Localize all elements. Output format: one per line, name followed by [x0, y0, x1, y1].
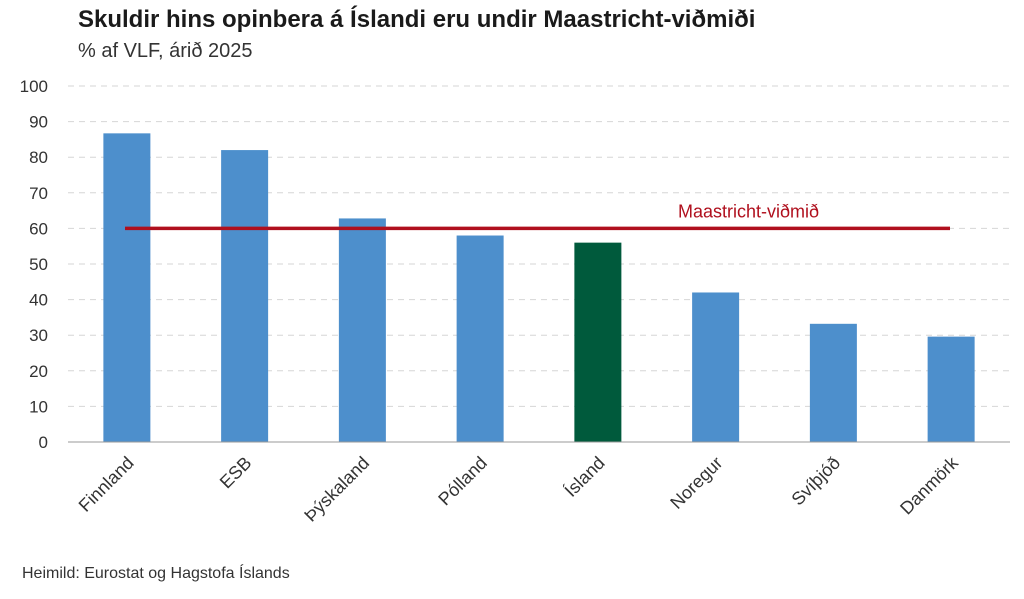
y-tick-label: 100	[20, 77, 48, 96]
bar	[692, 292, 740, 442]
reference-line-label: Maastricht-viðmið	[678, 201, 819, 221]
bar	[574, 242, 622, 442]
x-tick-label: Þýskaland	[300, 453, 373, 526]
x-tick-label: Pólland	[434, 453, 491, 510]
y-tick-label: 50	[29, 255, 48, 274]
bar	[456, 235, 504, 442]
source-note: Heimild: Eurostat og Hagstofa Íslands	[22, 565, 290, 582]
bar	[103, 133, 151, 442]
y-tick-label: 90	[29, 113, 48, 132]
y-tick-label: 30	[29, 326, 48, 345]
x-axis-labels: Finnland ESB Þýskaland Pólland Ísland Noregur…	[75, 452, 963, 526]
x-tick-label: Svíþjóð	[788, 453, 845, 510]
bar	[338, 218, 386, 442]
y-tick-label: 10	[29, 397, 48, 416]
x-tick-label: Danmörk	[896, 452, 962, 518]
y-tick-label: 70	[29, 184, 48, 203]
x-tick-label: Ísland	[561, 453, 609, 501]
bars	[103, 133, 975, 442]
bar	[221, 150, 269, 442]
y-tick-label: 40	[29, 291, 48, 310]
x-tick-label: Noregur	[666, 453, 726, 513]
y-axis-ticks: 0 10 20 30 40 50 60 70 80 90 100	[20, 77, 48, 452]
chart-title: Skuldir hins opinbera á Íslandi eru undi…	[78, 6, 756, 33]
x-tick-label: ESB	[216, 453, 256, 493]
y-tick-label: 0	[39, 433, 48, 452]
bar	[809, 323, 857, 442]
chart-subtitle: % af VLF, árið 2025	[78, 40, 253, 62]
y-tick-label: 60	[29, 219, 48, 238]
gridlines	[68, 85, 1010, 407]
x-tick-label: Finnland	[75, 453, 138, 516]
bar	[927, 336, 975, 442]
reference-line-group: Maastricht-viðmið	[125, 201, 950, 231]
y-tick-label: 80	[29, 148, 48, 167]
y-tick-label: 20	[29, 362, 48, 381]
